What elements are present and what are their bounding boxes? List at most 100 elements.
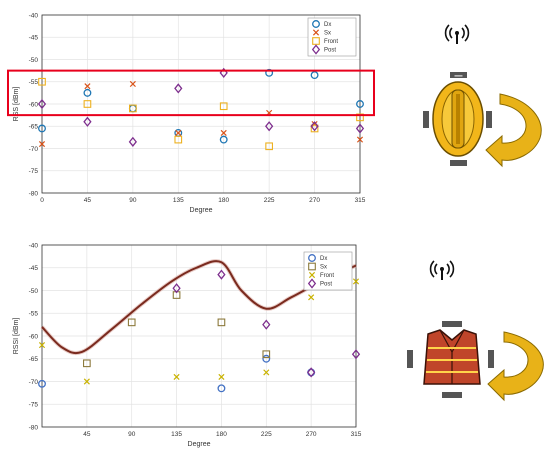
data-point-post (355, 123, 365, 134)
legend-marker (308, 254, 316, 262)
y-tick-label: -65 (29, 124, 39, 131)
x-axis-label: Degree (188, 441, 211, 448)
y-tick-label: -40 (29, 12, 39, 19)
x-tick-label: 315 (355, 197, 366, 204)
vest-icon (407, 321, 494, 398)
y-tick-label: -65 (29, 356, 39, 363)
data-point-front (173, 373, 180, 381)
trend-line (41, 260, 357, 355)
chart-top: -40 -45 -50 -55 -60 -65 -70 -75 -800 45 90 135 180 22… (7, 12, 375, 214)
data-point-front (174, 135, 183, 144)
x-tick-label: 180 (218, 197, 229, 204)
data-point-dx (38, 124, 46, 133)
legend-box (307, 17, 357, 57)
data-point-sx (220, 129, 227, 136)
y-tick-label: -40 (29, 242, 39, 249)
data-point-sx (129, 80, 136, 88)
y-tick-label: -50 (29, 57, 39, 64)
chart-bottom: -40 -45 -50 -55 -60 -65 -70 -75 -80 45 90 135 180 225… (13, 242, 362, 448)
antenna-icon (444, 24, 470, 44)
legend-label: Sx (324, 31, 331, 37)
data-point-post (172, 283, 181, 294)
data-point-sx (356, 136, 364, 143)
x-tick-label: 270 (309, 197, 320, 204)
data-point-sx (38, 140, 46, 148)
data-point-post (83, 116, 92, 127)
svg-text:▬▬: ▬▬ (455, 73, 463, 78)
x-tick-label: 270 (306, 431, 317, 438)
data-point-dx (217, 384, 226, 393)
legend-marker (312, 20, 320, 28)
data-point-front (310, 124, 319, 133)
data-point-dx (265, 68, 274, 77)
y-tick-label: -55 (29, 79, 39, 86)
data-point-dx (219, 135, 228, 144)
legend-label: Front (320, 273, 334, 279)
data-point-post (37, 98, 47, 110)
y-tick-label: -75 (29, 168, 39, 175)
data-point-front (265, 142, 273, 151)
x-tick-label: 180 (216, 431, 227, 438)
y-tick-label: -60 (29, 333, 39, 340)
highlight-box (7, 69, 375, 117)
legend-marker (308, 271, 316, 279)
data-point-post (174, 83, 183, 94)
data-point-dx (356, 100, 364, 108)
legend: Dx Sx Front Post (307, 17, 357, 57)
data-point-dx (310, 71, 319, 80)
axes-box (41, 14, 361, 194)
legend-marker (312, 29, 320, 36)
data-point-post (265, 121, 274, 132)
data-point-front (219, 102, 228, 111)
data-point-front (83, 100, 92, 108)
legend-label: Post (324, 48, 336, 54)
y-axis-label: RSSI [dBm] (13, 318, 20, 355)
y-tick-label: -80 (29, 424, 39, 431)
x-tick-label: 45 (83, 431, 91, 438)
data-point-front (83, 378, 90, 385)
x-axis-label: Degree (190, 207, 213, 214)
legend-marker (312, 37, 320, 45)
legend-label: Sx (320, 265, 327, 271)
rotation-arrow-icon (487, 331, 544, 402)
data-point-front (38, 77, 46, 86)
legend-label: Front (324, 39, 338, 45)
data-point-sx (217, 318, 226, 327)
data-point-dx (262, 354, 271, 363)
data-point-sx (83, 359, 91, 368)
antenna-icon (429, 260, 455, 280)
x-tick-label: 225 (261, 431, 272, 438)
y-tick-label: -45 (29, 35, 39, 42)
data-point-front (263, 369, 270, 376)
helmet-icon: ▬▬ (423, 72, 492, 166)
x-tick-label: 90 (128, 431, 136, 438)
legend-label: Dx (324, 22, 331, 28)
legend-box (303, 251, 353, 291)
y-tick-label: -60 (29, 101, 39, 108)
data-point-sx (311, 120, 318, 128)
data-point-front (308, 294, 315, 301)
x-tick-label: 315 (351, 431, 362, 438)
data-point-post (262, 319, 271, 330)
x-tick-label: 45 (84, 197, 92, 204)
x-tick-label: 0 (40, 197, 44, 204)
data-point-post (217, 269, 226, 280)
x-tick-label: 90 (129, 197, 137, 204)
data-point-sx (262, 350, 271, 359)
data-point-post (310, 121, 319, 132)
x-tick-label: 135 (173, 197, 184, 204)
legend-label: Dx (320, 256, 327, 262)
data-point-sx (84, 83, 91, 90)
axes-box (41, 244, 357, 428)
data-point-front (129, 104, 137, 113)
data-point-dx (38, 379, 46, 388)
data-point-post (351, 349, 361, 360)
data-point-post (307, 367, 316, 378)
data-point-front (38, 342, 46, 349)
y-tick-label: -70 (29, 146, 39, 153)
legend-marker (308, 262, 316, 271)
data-point-front (218, 373, 225, 381)
y-axis-label: RSS [dBm] (13, 87, 20, 122)
x-tick-label: 135 (171, 431, 182, 438)
